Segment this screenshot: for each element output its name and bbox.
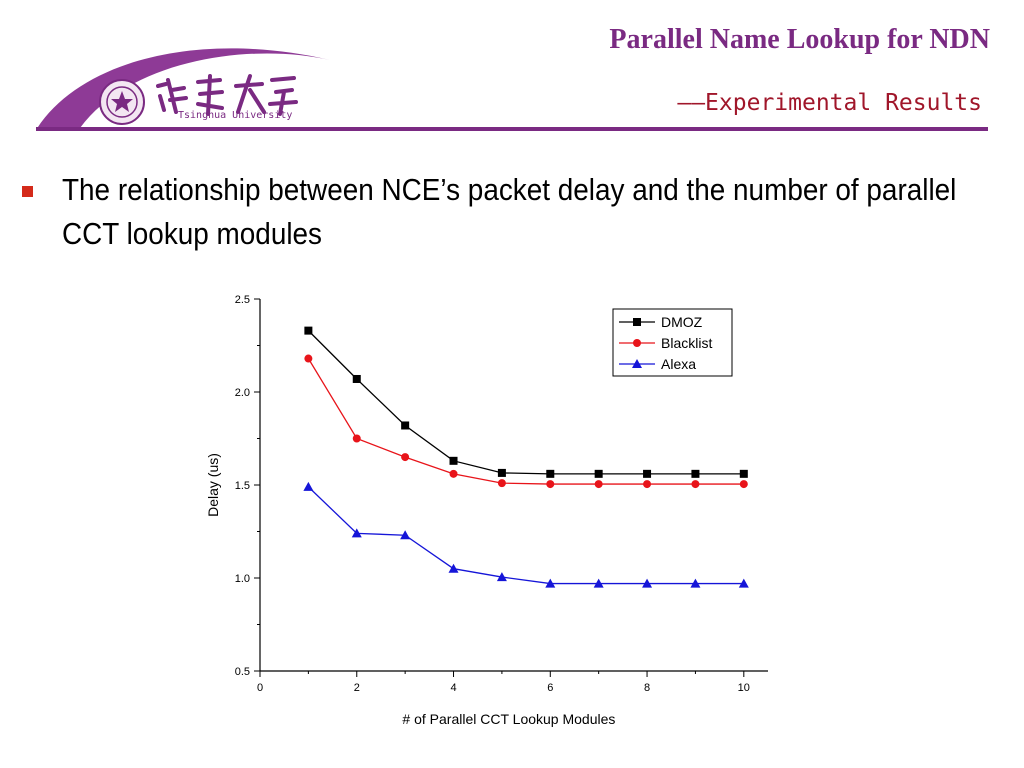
delay-chart: 0 2 4 6 8 10 0.5 1.0 1.5 2.0 2.5 DMOZ Blacklist Alex… xyxy=(205,294,768,727)
slide-subtitle: ——Experimental Results xyxy=(677,90,982,116)
data-point-alexa xyxy=(593,578,604,588)
data-point-blacklist xyxy=(497,479,506,488)
data-point-dmoz xyxy=(497,468,506,477)
data-point-alexa xyxy=(351,528,362,538)
data-point-alexa xyxy=(400,530,411,540)
data-point-blacklist xyxy=(449,469,458,478)
legend-label-alexa: Alexa xyxy=(661,356,696,372)
y-tick-label: 0.5 xyxy=(235,666,250,678)
chart-series xyxy=(303,326,749,588)
data-point-blacklist xyxy=(546,480,555,489)
x-tick-label: 4 xyxy=(450,682,456,694)
x-tick-label: 10 xyxy=(738,682,750,694)
header-rule xyxy=(36,127,988,131)
x-tick-label: 8 xyxy=(644,682,650,694)
slide-header: Parallel Name Lookup for NDN ——Experimen… xyxy=(0,0,1024,140)
data-point-alexa xyxy=(303,481,314,491)
university-calligraphy-logo xyxy=(156,74,298,116)
x-tick-label: 2 xyxy=(354,682,360,694)
legend-label-blacklist: Blacklist xyxy=(661,335,712,351)
data-point-dmoz xyxy=(304,326,313,335)
data-point-alexa xyxy=(690,578,701,588)
legend-marker-dmoz xyxy=(633,318,641,326)
data-point-blacklist xyxy=(352,434,361,443)
chart-axes: 0 2 4 6 8 10 0.5 1.0 1.5 2.0 2.5 xyxy=(235,294,768,694)
y-tick-label: 2.5 xyxy=(235,294,250,306)
series-line-blacklist xyxy=(307,358,744,485)
x-tick-label: 0 xyxy=(257,682,263,694)
data-point-dmoz xyxy=(691,469,700,478)
data-point-blacklist xyxy=(691,480,700,489)
y-tick-label: 1.5 xyxy=(235,480,250,492)
series-blacklist xyxy=(304,354,748,489)
bullet-marker-icon xyxy=(22,186,33,197)
y-tick-label: 2.0 xyxy=(235,387,250,399)
legend-marker-alexa xyxy=(632,359,642,368)
data-point-blacklist xyxy=(594,480,603,489)
series-alexa xyxy=(303,481,749,588)
university-seal-icon xyxy=(99,79,145,125)
data-point-blacklist xyxy=(401,453,410,462)
data-point-alexa xyxy=(545,578,556,588)
x-axis-title: # of Parallel CCT Lookup Modules xyxy=(402,711,615,727)
series-line-alexa xyxy=(307,486,744,585)
data-point-dmoz xyxy=(352,374,361,383)
header-decoration xyxy=(36,48,988,131)
data-point-dmoz xyxy=(594,469,603,478)
bullet-text: The relationship between NCE’s packet de… xyxy=(62,172,957,251)
series-dmoz xyxy=(304,326,748,478)
data-point-blacklist xyxy=(643,480,652,489)
data-point-alexa xyxy=(448,563,459,573)
legend-marker-blacklist xyxy=(633,339,641,347)
y-tick-label: 1.0 xyxy=(235,573,250,585)
data-point-blacklist xyxy=(739,480,748,489)
header-swoosh xyxy=(36,48,330,130)
data-point-alexa xyxy=(642,578,653,588)
data-point-dmoz xyxy=(643,469,652,478)
legend-label-dmoz: DMOZ xyxy=(661,314,703,330)
series-line-dmoz xyxy=(307,330,744,475)
y-axis-title: Delay (us) xyxy=(205,453,221,517)
data-point-alexa xyxy=(496,572,507,582)
data-point-dmoz xyxy=(449,456,458,465)
data-point-dmoz xyxy=(546,469,555,478)
slide-title: Parallel Name Lookup for NDN xyxy=(609,24,990,55)
data-point-dmoz xyxy=(739,469,748,478)
data-point-alexa xyxy=(738,578,749,588)
chart-legend: DMOZ Blacklist Alexa xyxy=(612,308,733,377)
university-name-english: Tsinghua University xyxy=(178,110,293,121)
data-point-blacklist xyxy=(304,354,313,363)
x-tick-label: 6 xyxy=(547,682,553,694)
data-point-dmoz xyxy=(401,421,410,430)
